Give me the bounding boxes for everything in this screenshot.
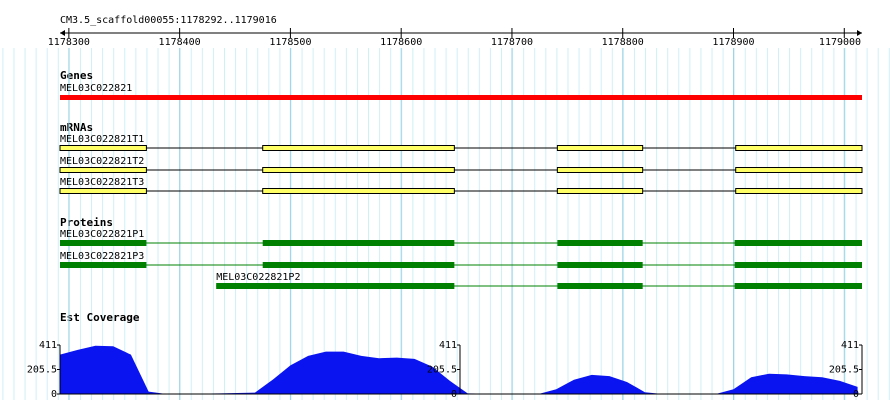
exon (734, 240, 862, 246)
ruler-tick-label: 1178300 (48, 37, 90, 48)
exon (216, 283, 455, 289)
y-tick-label: 411 (439, 340, 457, 351)
ruler-tick-label: 1178500 (269, 37, 311, 48)
ruler-tick-label: 1178800 (602, 37, 644, 48)
gene-bar (60, 95, 862, 100)
ruler-title: CM3.5_scaffold00055:1178292..1179016 (60, 15, 277, 26)
exon (59, 167, 147, 173)
y-tick-label: 0 (51, 389, 57, 400)
minor-grid (0, 48, 890, 400)
feature-label: MEL03C022821P1 (60, 229, 144, 240)
exon (734, 262, 862, 268)
exon (556, 188, 644, 194)
feature-label: MEL03C022821P3 (60, 251, 144, 262)
feature-label: MEL03C022821T1 (60, 134, 144, 145)
coverage-area (60, 345, 858, 394)
exon (557, 283, 643, 289)
feature-label: MEL03C022821T2 (60, 156, 144, 167)
exon (557, 240, 643, 246)
exon (556, 145, 644, 151)
exon (735, 145, 863, 151)
ruler-tick-label: 1179000 (819, 37, 861, 48)
track-label: mRNAs (60, 121, 93, 134)
feature-label: MEL03C022821 (60, 83, 132, 94)
exon (734, 283, 862, 289)
exon (59, 145, 147, 151)
track-label: Est Coverage (60, 311, 140, 324)
exon (735, 167, 863, 173)
y-tick-label: 0 (451, 389, 457, 400)
track-label: Genes (60, 69, 93, 82)
y-tick-label: 0 (853, 389, 859, 400)
ruler-tick-label: 1178900 (712, 37, 754, 48)
exon (59, 188, 147, 194)
exon (557, 262, 643, 268)
ruler-tick-label: 1178600 (380, 37, 422, 48)
feature-label: MEL03C022821T3 (60, 177, 144, 188)
y-tick-label: 411 (39, 340, 57, 351)
y-tick-label: 411 (841, 340, 859, 351)
exon (60, 262, 147, 268)
track-label: Proteins (60, 216, 113, 229)
exon (262, 167, 455, 173)
y-tick-label: 205.5 (427, 365, 457, 376)
exon (262, 240, 455, 246)
ruler-tick-label: 1178700 (491, 37, 533, 48)
feature-label: MEL03C022821P2 (216, 272, 300, 283)
exon (735, 188, 863, 194)
y-tick-label: 205.5 (27, 365, 57, 376)
exon (556, 167, 644, 173)
exon (262, 145, 455, 151)
exon (262, 262, 455, 268)
exon (60, 240, 147, 246)
ruler-tick-label: 1178400 (159, 37, 201, 48)
exon (262, 188, 455, 194)
y-tick-label: 205.5 (829, 365, 859, 376)
